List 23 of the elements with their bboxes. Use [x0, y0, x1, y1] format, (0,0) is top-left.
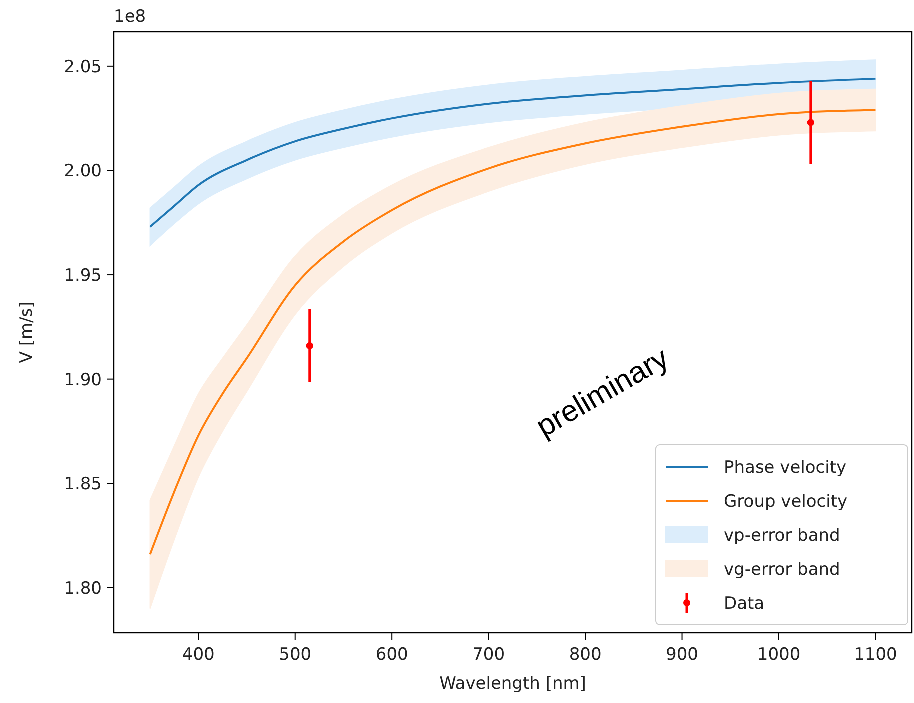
y-tick-label: 2.00 [64, 162, 102, 182]
x-tick-label: 500 [279, 645, 312, 665]
legend-label: vg-error band [724, 560, 840, 580]
x-tick-label: 800 [569, 645, 602, 665]
line-series [149, 78, 877, 228]
x-tick-label: 600 [376, 645, 408, 665]
y-tick-label: 2.05 [64, 57, 102, 78]
y-tick-label: 1.90 [64, 370, 102, 390]
text: 1e8 [114, 7, 146, 27]
y-tick-label: 1.95 [64, 266, 102, 286]
x-tick-label: 400 [182, 645, 215, 665]
x-tick-label: 1100 [854, 645, 898, 665]
legend-label: Phase velocity [724, 458, 847, 478]
x-tick-label: 1000 [757, 645, 801, 665]
x-tick-label: 700 [472, 645, 506, 665]
legend-label: vp-error band [724, 526, 840, 546]
x-tick-label: 900 [666, 645, 698, 665]
legend-label: Data [724, 594, 765, 614]
y-tick-label: 1.85 [64, 474, 102, 495]
y-axis-title: V [m/s] [17, 302, 37, 364]
x-axis-title: Wavelength [nm] [440, 674, 586, 694]
legend-label: Group velocity [724, 492, 848, 512]
y-tick-label: 1.80 [64, 578, 102, 599]
